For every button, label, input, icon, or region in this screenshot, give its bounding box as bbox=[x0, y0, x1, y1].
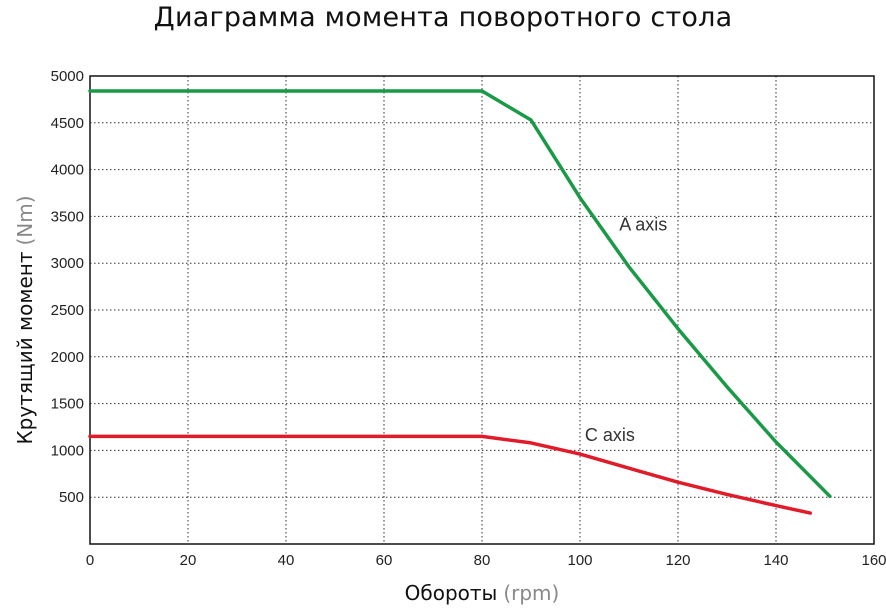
y-tick-label: 2000 bbox=[51, 349, 84, 366]
x-tick-label: 0 bbox=[86, 552, 94, 569]
grid bbox=[90, 76, 874, 544]
y-tick-label: 500 bbox=[59, 489, 84, 506]
tick-labels: 0 20 40 60 80 100 120 140 160 500 1000 1500 2000 2500… bbox=[51, 68, 886, 569]
y-axis-label: Крутящий момент bbox=[13, 251, 37, 444]
x-tick-label: 140 bbox=[763, 552, 788, 569]
y-tick-label: 4000 bbox=[51, 162, 84, 179]
series-line-a-axis bbox=[88, 89, 832, 499]
y-tick-label: 2500 bbox=[51, 302, 84, 319]
series bbox=[88, 89, 832, 515]
series-label-a-axis: A axis bbox=[619, 214, 667, 234]
y-tick-label: 1500 bbox=[51, 396, 84, 413]
y-tick-label: 1000 bbox=[51, 442, 84, 459]
x-tick-label: 20 bbox=[180, 552, 197, 569]
y-tick-label: 3000 bbox=[51, 255, 84, 272]
series-line-c-axis bbox=[88, 434, 813, 515]
x-tick-label: 60 bbox=[376, 552, 393, 569]
series-labels: A axis C axis bbox=[585, 214, 667, 445]
chart-title: Диаграмма момента поворотного стола bbox=[153, 2, 733, 33]
series-label-c-axis: C axis bbox=[585, 425, 635, 445]
x-tick-label: 120 bbox=[665, 552, 690, 569]
y-tick-label: 4500 bbox=[51, 115, 84, 132]
y-tick-label: 3500 bbox=[51, 208, 84, 225]
y-axis-unit: (Nm) bbox=[13, 195, 37, 245]
y-axis-title: Крутящий момент (Nm) bbox=[13, 195, 37, 444]
x-axis-unit: (rpm) bbox=[503, 581, 559, 605]
x-tick-label: 160 bbox=[861, 552, 886, 569]
x-tick-label: 80 bbox=[474, 552, 491, 569]
x-axis-label: Обороты bbox=[405, 581, 498, 605]
x-tick-label: 40 bbox=[278, 552, 295, 569]
x-axis-title: Обороты (rpm) bbox=[405, 581, 560, 605]
plot-frame bbox=[89, 75, 875, 545]
y-tick-label: 5000 bbox=[51, 68, 84, 85]
x-tick-label: 100 bbox=[567, 552, 592, 569]
